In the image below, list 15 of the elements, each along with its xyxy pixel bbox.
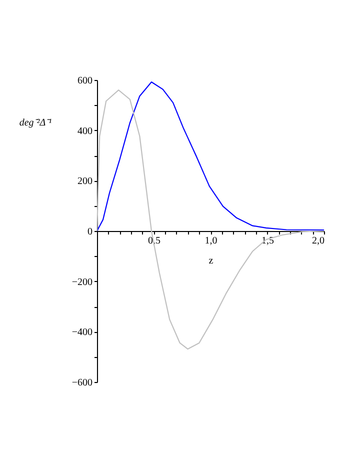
line-series bbox=[96, 81, 325, 232]
y-tick-label: 400 bbox=[78, 126, 92, 137]
x-tick-label: 2,0 bbox=[312, 236, 324, 246]
line-series bbox=[96, 90, 325, 350]
x-axis-title: z bbox=[208, 256, 214, 266]
x-tick-label: 1,0 bbox=[204, 236, 218, 246]
y-tick-label: −400 bbox=[72, 327, 92, 338]
y-tick-label: 200 bbox=[78, 176, 92, 188]
y-axis-title: deg⁻²Δ⁻¹ bbox=[19, 118, 52, 128]
y-tick-label: 0 bbox=[88, 226, 92, 238]
y-tick-label: 600 bbox=[78, 76, 92, 86]
y-tick-label: −600 bbox=[72, 378, 92, 388]
y-tick-label: −200 bbox=[72, 276, 92, 288]
x-tick-label: 0,5 bbox=[148, 236, 160, 246]
x-tick-label: 1,5 bbox=[262, 236, 274, 246]
